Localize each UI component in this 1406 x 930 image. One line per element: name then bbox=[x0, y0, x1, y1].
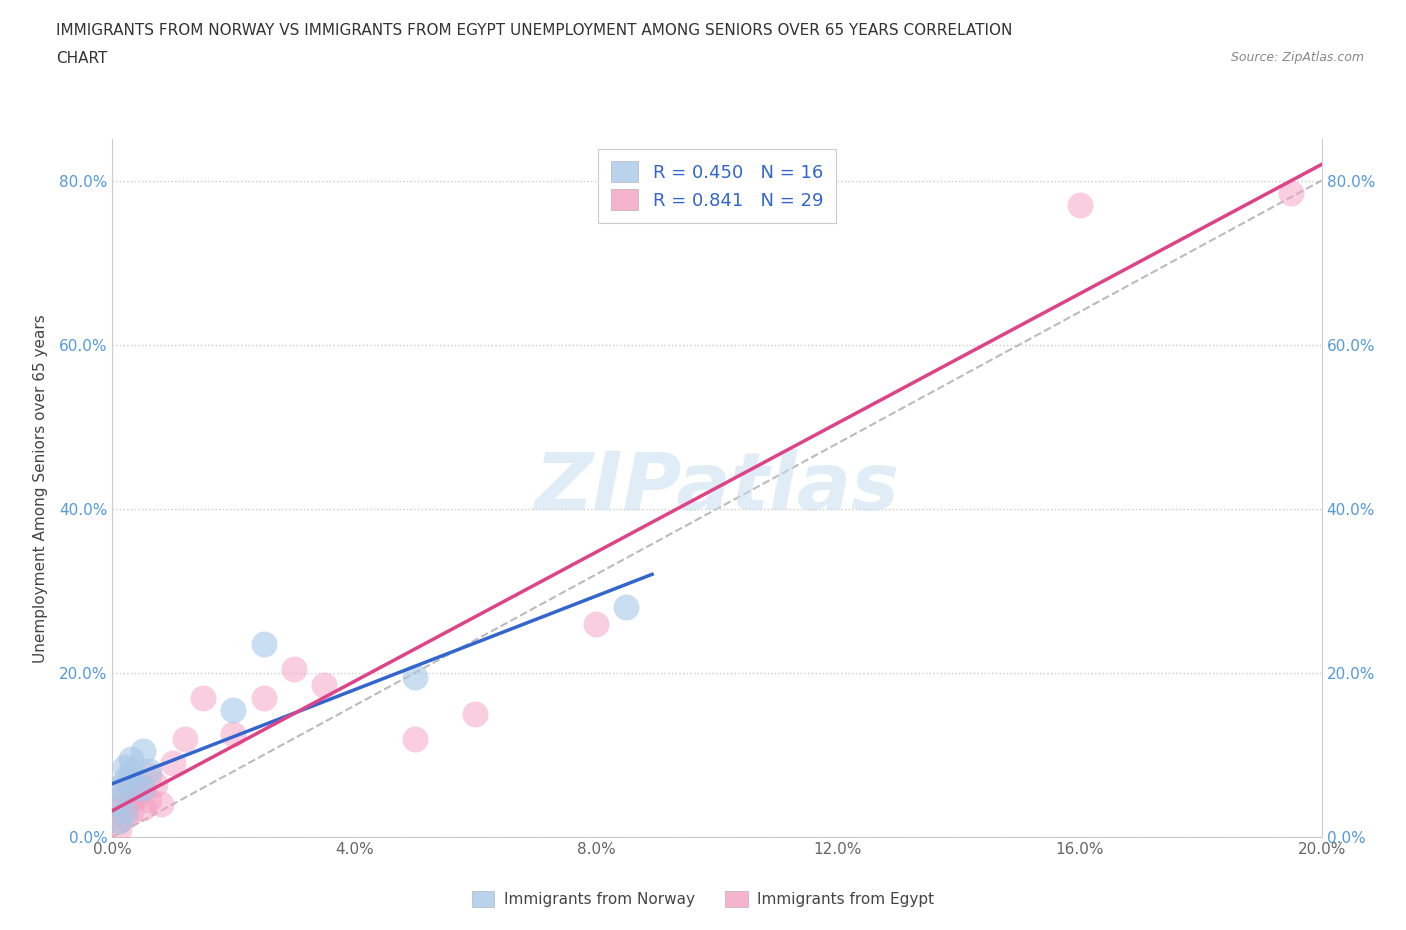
Point bbox=[114, 805, 136, 820]
Point bbox=[132, 780, 155, 795]
Legend: Immigrants from Norway, Immigrants from Egypt: Immigrants from Norway, Immigrants from … bbox=[465, 884, 941, 913]
Legend: R = 0.450   N = 16, R = 0.841   N = 29: R = 0.450 N = 16, R = 0.841 N = 29 bbox=[599, 149, 835, 223]
Point bbox=[114, 784, 136, 799]
Point bbox=[107, 813, 129, 828]
Text: IMMIGRANTS FROM NORWAY VS IMMIGRANTS FROM EGYPT UNEMPLOYMENT AMONG SENIORS OVER : IMMIGRANTS FROM NORWAY VS IMMIGRANTS FRO… bbox=[56, 23, 1012, 38]
Point bbox=[1279, 185, 1302, 200]
Point bbox=[107, 801, 129, 816]
Point bbox=[114, 772, 136, 787]
Point bbox=[585, 617, 607, 631]
Point bbox=[283, 661, 305, 676]
Point bbox=[120, 751, 142, 766]
Point bbox=[143, 777, 166, 791]
Point bbox=[404, 670, 426, 684]
Point bbox=[132, 743, 155, 758]
Y-axis label: Unemployment Among Seniors over 65 years: Unemployment Among Seniors over 65 years bbox=[32, 314, 48, 662]
Text: ZIPatlas: ZIPatlas bbox=[534, 449, 900, 527]
Point bbox=[222, 727, 245, 742]
Text: CHART: CHART bbox=[56, 51, 108, 66]
Point bbox=[125, 780, 148, 795]
Point bbox=[132, 801, 155, 816]
Point bbox=[253, 690, 276, 705]
Point bbox=[125, 789, 148, 804]
Point bbox=[314, 678, 336, 693]
Point bbox=[107, 821, 129, 836]
Point bbox=[132, 780, 155, 795]
Point bbox=[114, 809, 136, 824]
Point bbox=[120, 780, 142, 795]
Text: Source: ZipAtlas.com: Source: ZipAtlas.com bbox=[1230, 51, 1364, 64]
Point bbox=[107, 813, 129, 828]
Point bbox=[1069, 198, 1091, 213]
Point bbox=[120, 792, 142, 807]
Point bbox=[107, 792, 129, 807]
Point bbox=[114, 760, 136, 775]
Point bbox=[253, 637, 276, 652]
Point bbox=[125, 777, 148, 791]
Point bbox=[138, 792, 160, 807]
Point bbox=[404, 731, 426, 746]
Point bbox=[616, 600, 638, 615]
Point bbox=[120, 805, 142, 820]
Point bbox=[149, 797, 172, 812]
Point bbox=[114, 797, 136, 812]
Point bbox=[138, 764, 160, 778]
Point bbox=[191, 690, 214, 705]
Point bbox=[464, 707, 486, 722]
Point bbox=[162, 756, 184, 771]
Point bbox=[174, 731, 197, 746]
Point bbox=[107, 780, 129, 795]
Point bbox=[120, 764, 142, 778]
Point bbox=[222, 702, 245, 717]
Point bbox=[138, 768, 160, 783]
